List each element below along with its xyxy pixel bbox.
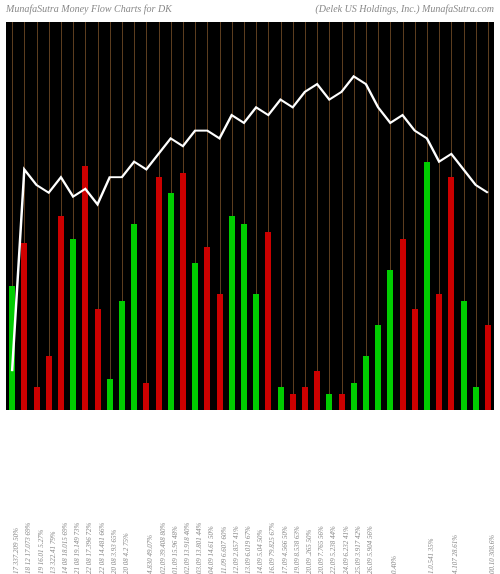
x-axis-labels: 17 337.209 50%18 12 17.073 69%19 16.01 5… (6, 412, 494, 498)
x-axis-label: 4.830 49.07% (146, 490, 154, 574)
x-axis-label: 0.40% (390, 490, 398, 574)
x-axis-label: 21 08 19.149 73% (73, 490, 81, 574)
header-right: (Delek US Holdings, Inc.) MunafaSutra.co… (315, 4, 494, 22)
x-axis-label: 1.0.541 35% (427, 490, 435, 574)
x-axis-label: 00.10 308.6% (488, 490, 496, 574)
x-axis-label: 22 08 17.396 72% (85, 490, 93, 574)
chart-container: MunafaSutra Money Flow Charts for DK (De… (0, 0, 500, 500)
x-axis-label: 24.09 6.232 41% (342, 490, 350, 574)
chart-header: MunafaSutra Money Flow Charts for DK (De… (6, 4, 494, 22)
x-axis-label: 17 337.209 50% (12, 490, 20, 574)
x-axis-label: 22 08 14.481 66% (98, 490, 106, 574)
x-axis-label: 17.09 4.566 50% (281, 490, 289, 574)
x-axis-label: 14.09 5.04 50% (256, 490, 264, 574)
x-axis-label: 04.09 14.61 50% (207, 490, 215, 574)
chart-area (6, 22, 494, 410)
x-axis-label: 25.09 3.917 42% (354, 490, 362, 574)
x-axis-label: 11.09 6.607 60% (220, 490, 228, 574)
x-axis-label: 02.09 39.408 80% (159, 490, 167, 574)
x-axis-label: 20 08 4.2 75% (122, 490, 130, 574)
x-axis-label: 26.09 5.904 56% (366, 490, 374, 574)
x-axis-label: 20.09 7.765 56% (317, 490, 325, 574)
x-axis-label: 14 08 18.015 69% (61, 490, 69, 574)
x-axis-label: 02.09 13.918 40% (183, 490, 191, 574)
x-axis-label: 01.09 15.96 48% (171, 490, 179, 574)
x-axis-label: 16.09 79.825 67% (268, 490, 276, 574)
x-axis-label: 03.09 13.801 44% (195, 490, 203, 574)
x-axis-label: 12.09 2.857 41% (232, 490, 240, 574)
line-path (12, 76, 488, 371)
x-axis-label: 4.107 28.61% (451, 490, 459, 574)
x-axis-label: 19.09 8.538 63% (293, 490, 301, 574)
x-axis-label: 20.09 .265 50% (305, 490, 313, 574)
x-axis-label: 19 16.01 5.27% (37, 490, 45, 574)
x-axis-label: 22.09 5.238 44% (329, 490, 337, 574)
x-axis-label: 13.09 6.019 67% (244, 490, 252, 574)
header-left: MunafaSutra Money Flow Charts for DK (6, 4, 172, 22)
x-axis-label: 13 322.41 79% (49, 490, 57, 574)
x-axis-label: 18 12 17.073 69% (24, 490, 32, 574)
price-line (6, 22, 494, 410)
x-axis-label: 20 08 3.93 65% (110, 490, 118, 574)
